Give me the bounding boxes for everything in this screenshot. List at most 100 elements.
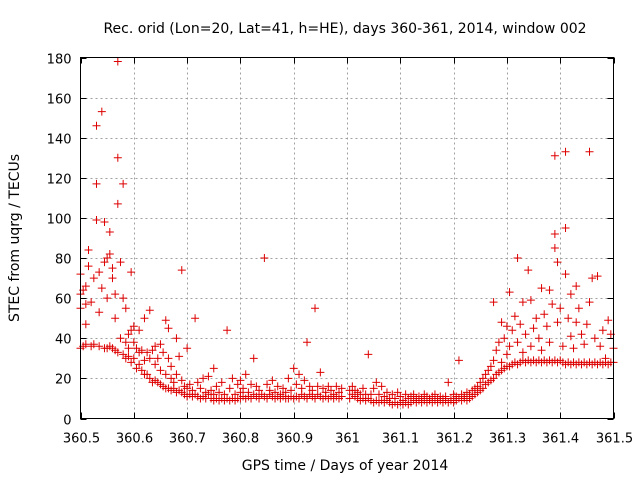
data-point (481, 370, 490, 379)
x-axis-ticks: 360.5 360.6 360.7 360.8 360.9 361 361.1 361.2 36… (63, 57, 633, 447)
data-point (116, 258, 125, 267)
data-point (183, 384, 192, 393)
data-point (566, 332, 575, 341)
data-point (513, 338, 522, 347)
data-point (140, 356, 149, 365)
data-point (526, 296, 535, 305)
data-point (382, 388, 391, 397)
grid-lines (80, 57, 614, 419)
data-point (233, 380, 242, 389)
data-point (550, 229, 559, 238)
data-point (374, 390, 383, 399)
data-point (489, 356, 498, 365)
data-point (164, 324, 173, 333)
data-point (255, 394, 264, 403)
data-point (311, 394, 320, 403)
data-point (140, 314, 149, 323)
data-point (521, 330, 530, 339)
data-point (169, 378, 178, 387)
data-point (81, 340, 90, 349)
data-point (111, 314, 120, 323)
data-point (121, 304, 130, 313)
data-point (95, 268, 104, 277)
data-point (124, 352, 133, 361)
x-tick-label: 361.3 (489, 432, 526, 447)
data-point (145, 306, 154, 315)
data-point (215, 388, 224, 397)
data-point (545, 286, 554, 295)
x-tick-label: 361.4 (542, 432, 579, 447)
data-point (119, 350, 128, 359)
data-point (532, 314, 541, 323)
data-point (548, 300, 557, 309)
data-point (558, 342, 567, 351)
data-point (295, 394, 304, 403)
data-point (473, 382, 482, 391)
data-point (446, 394, 455, 403)
data-point (156, 340, 165, 349)
data-point (348, 382, 357, 391)
y-tick-label: 120 (47, 173, 72, 188)
data-point (196, 384, 205, 393)
data-point (572, 318, 581, 327)
data-point (209, 364, 218, 373)
data-point (489, 298, 498, 307)
data-point (529, 324, 538, 333)
data-point (151, 342, 160, 351)
data-point (92, 121, 101, 130)
data-point (249, 354, 258, 363)
data-point (175, 352, 184, 361)
data-point (244, 388, 253, 397)
data-point (92, 179, 101, 188)
data-point (81, 320, 90, 329)
data-point (409, 390, 418, 399)
data-point (164, 354, 173, 363)
data-point (81, 282, 90, 291)
data-point (476, 378, 485, 387)
data-point (580, 340, 589, 349)
data-point (345, 394, 354, 403)
data-point (577, 330, 586, 339)
data-point (127, 326, 136, 335)
data-point (380, 392, 389, 401)
data-point (537, 284, 546, 293)
data-point (537, 346, 546, 355)
x-tick-label: 361 (335, 432, 360, 447)
data-point (108, 274, 117, 283)
data-point (247, 394, 256, 403)
data-point (372, 378, 381, 387)
x-tick-label: 361.1 (382, 432, 419, 447)
data-point (236, 376, 245, 385)
data-point (500, 334, 509, 343)
data-point (553, 318, 562, 327)
data-point (585, 298, 594, 307)
data-point (113, 153, 122, 162)
x-tick-label: 360.6 (116, 432, 153, 447)
data-point (556, 304, 565, 313)
data-point (231, 390, 240, 399)
data-point (524, 266, 533, 275)
data-point (604, 316, 613, 325)
data-point (486, 362, 495, 371)
data-point (287, 386, 296, 395)
data-point (590, 334, 599, 343)
data-point (308, 386, 317, 395)
data-point (292, 380, 301, 389)
data-point (502, 350, 511, 359)
data-point (247, 380, 256, 389)
data-point (534, 334, 543, 343)
data-point (97, 284, 106, 293)
data-point (585, 147, 594, 156)
data-point (574, 304, 583, 313)
data-point (297, 384, 306, 393)
data-point (508, 326, 517, 335)
data-point (337, 384, 346, 393)
data-point (564, 314, 573, 323)
data-point (127, 358, 136, 367)
data-point (172, 334, 181, 343)
data-point (148, 346, 157, 355)
data-point (572, 282, 581, 291)
data-point (145, 374, 154, 383)
data-point (303, 338, 312, 347)
